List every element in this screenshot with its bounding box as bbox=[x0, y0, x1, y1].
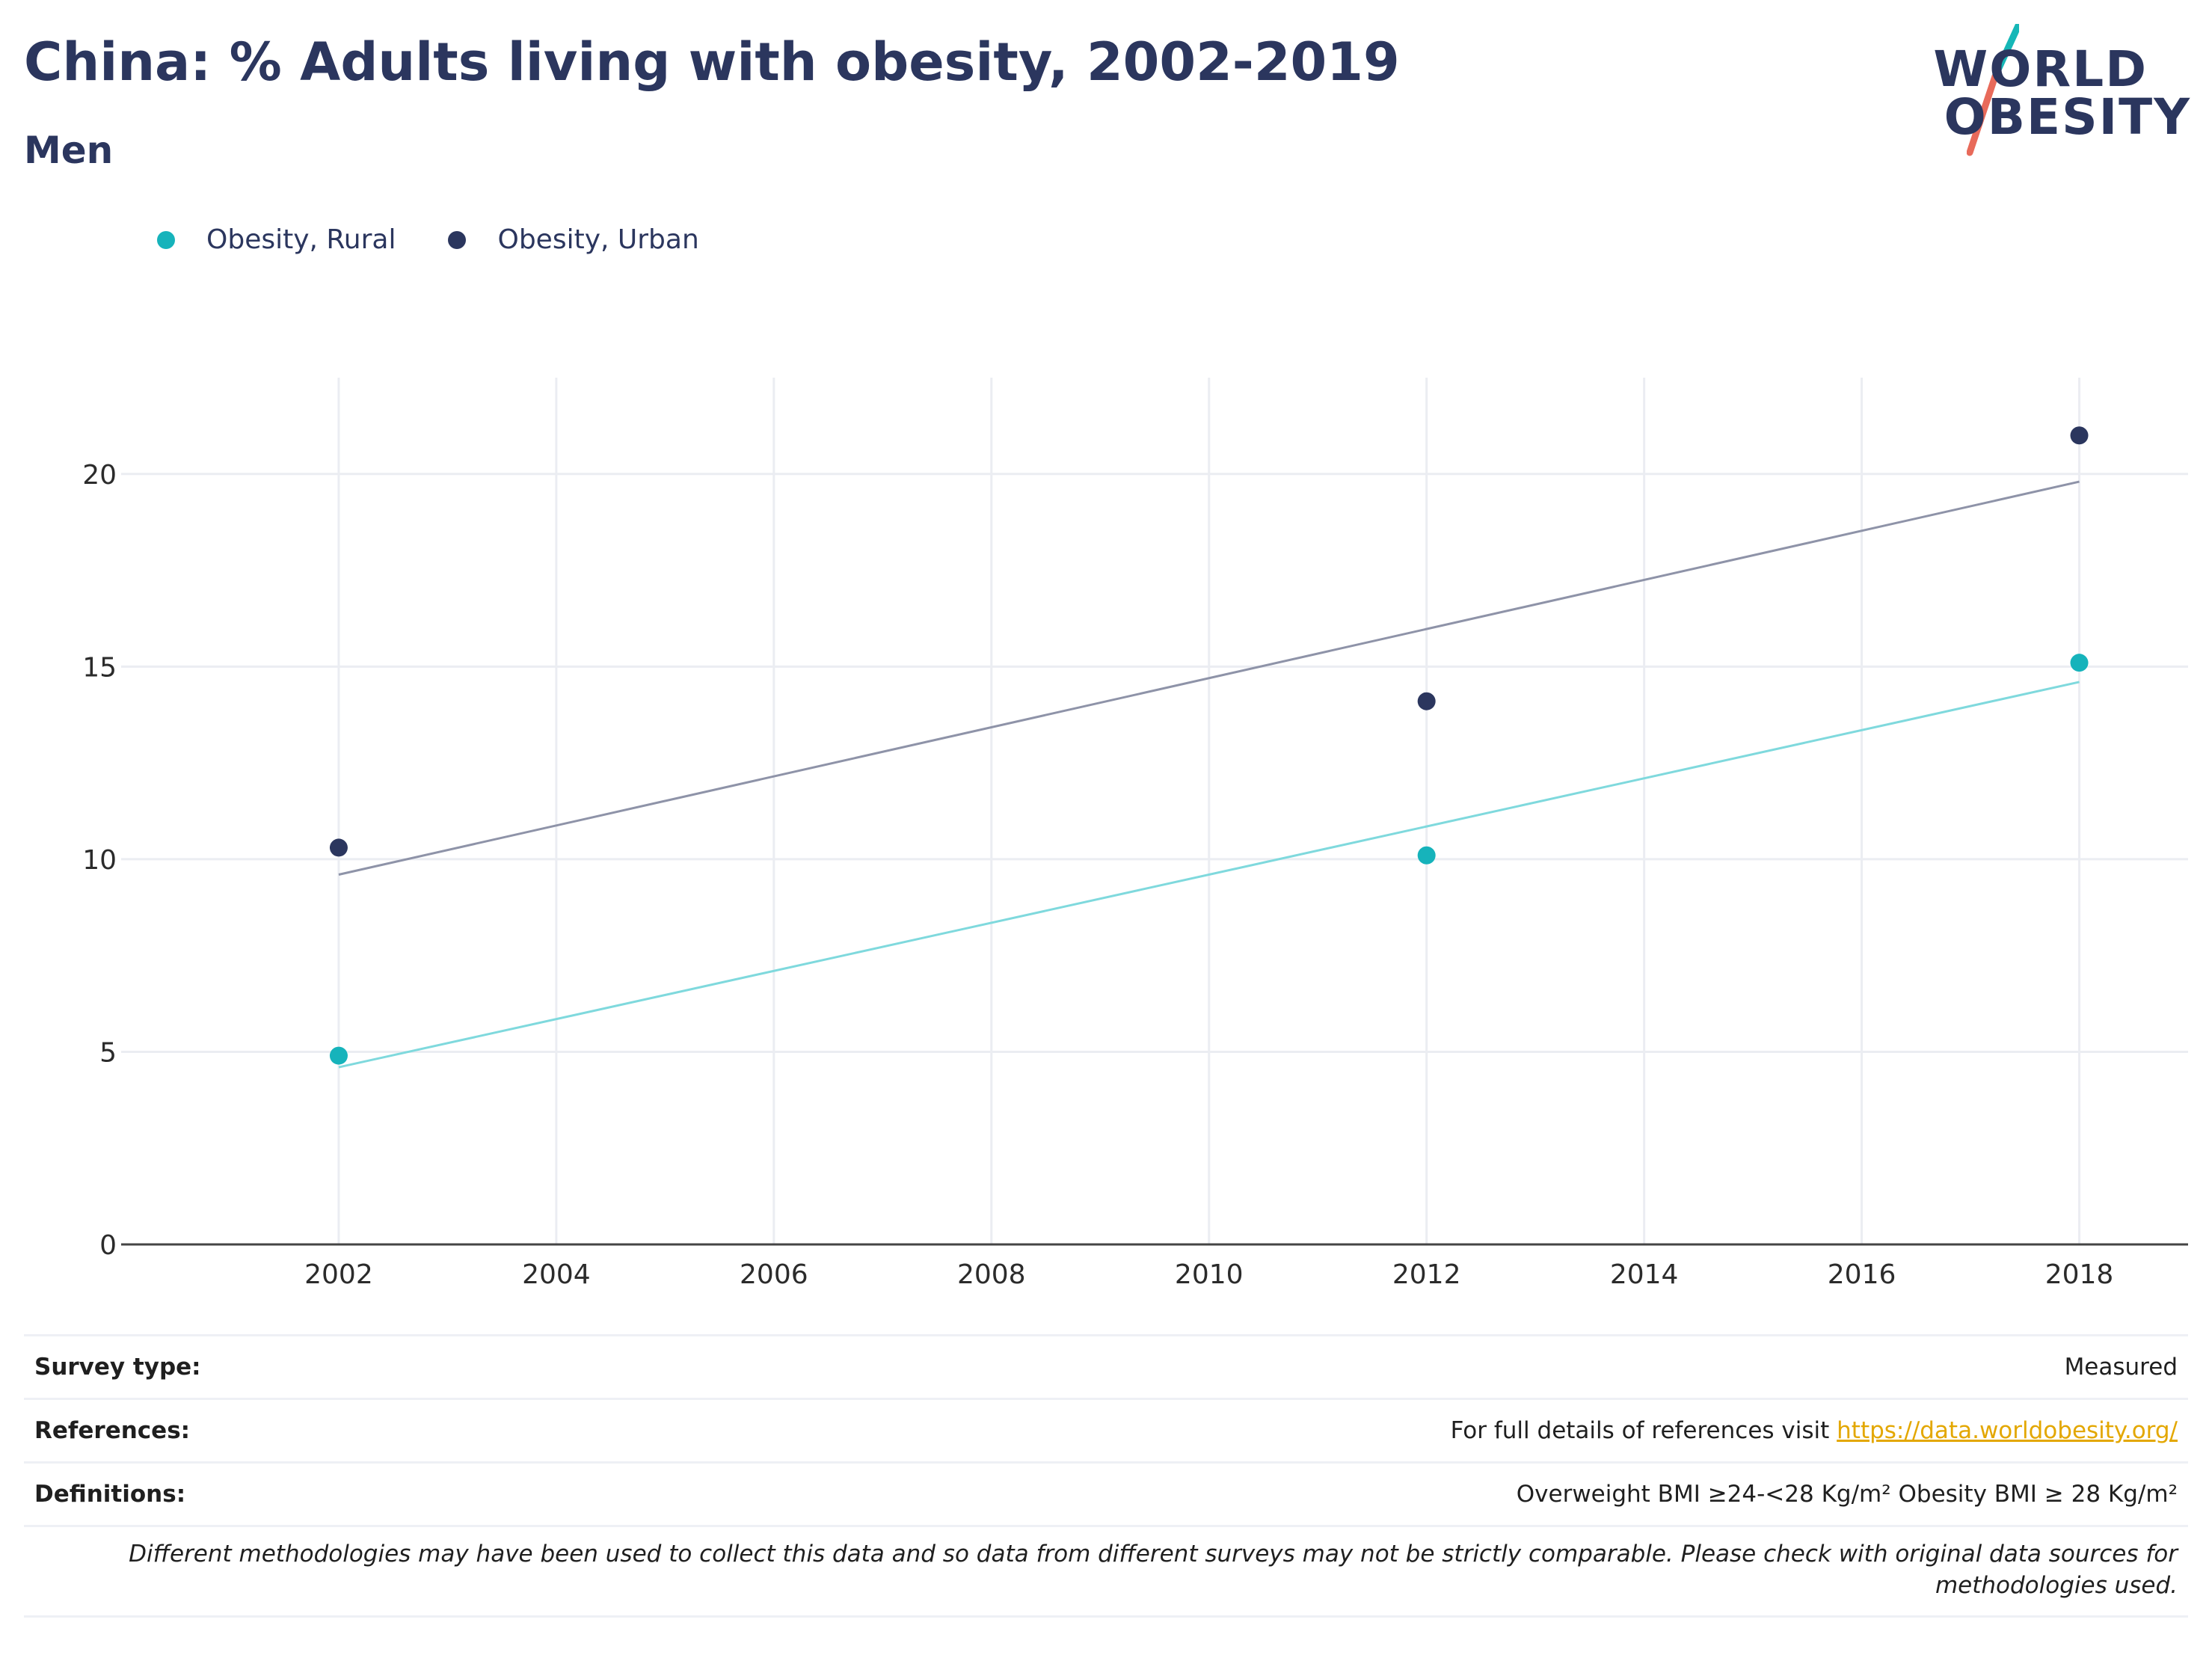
data-point-urban[interactable] bbox=[2070, 426, 2089, 445]
chart-footer: Survey type: Measured References: For fu… bbox=[24, 1334, 2188, 1618]
references-row: References: For full details of referenc… bbox=[24, 1398, 2188, 1461]
logo-slash-icon bbox=[1967, 24, 2019, 156]
chart-legend: Obesity, Rural Obesity, Urban bbox=[157, 224, 752, 255]
trendline-layer bbox=[338, 480, 2080, 1069]
legend-marker-urban bbox=[448, 230, 467, 249]
data-point-rural[interactable] bbox=[1417, 846, 1436, 865]
trendline-rural bbox=[338, 681, 2080, 1069]
survey-type-value: Measured bbox=[2064, 1354, 2178, 1381]
methodology-note: Different methodologies may have been us… bbox=[24, 1525, 2188, 1618]
data-point-rural[interactable] bbox=[329, 1046, 348, 1065]
legend-item-rural[interactable]: Obesity, Rural bbox=[157, 224, 396, 255]
scatter-chart: 2002 2004 2006 2008 2010 2012 2014 2016 2018 0 5 10… bbox=[82, 378, 2188, 1290]
data-point-urban[interactable] bbox=[329, 838, 348, 857]
references-value: For full details of references visit htt… bbox=[1451, 1417, 2178, 1444]
x-tick-label: 2004 bbox=[522, 1259, 591, 1290]
logo-word-world: WORLD bbox=[1933, 40, 2148, 98]
x-tick-label: 2006 bbox=[740, 1259, 808, 1290]
chart-subtitle: Men bbox=[24, 129, 114, 172]
references-label: References: bbox=[34, 1417, 191, 1444]
references-text: For full details of references visit bbox=[1450, 1417, 1837, 1444]
survey-type-row: Survey type: Measured bbox=[24, 1334, 2188, 1398]
x-tick-label: 2010 bbox=[1175, 1259, 1244, 1290]
world-obesity-logo: WORLD OBESITY bbox=[1933, 24, 2191, 159]
definitions-label: Definitions: bbox=[34, 1481, 186, 1508]
grid-layer bbox=[121, 378, 2188, 1244]
legend-marker-rural bbox=[157, 230, 175, 249]
x-tick-label: 2002 bbox=[304, 1259, 373, 1290]
x-tick-label: 2018 bbox=[2045, 1259, 2114, 1290]
y-tick-label: 15 bbox=[82, 652, 117, 683]
y-tick-label: 10 bbox=[82, 845, 117, 876]
data-point-rural[interactable] bbox=[2070, 654, 2089, 672]
x-tick-label: 2016 bbox=[1828, 1259, 1896, 1290]
axis-layer: 2002 2004 2006 2008 2010 2012 2014 2016 2018 0 5 10… bbox=[82, 460, 2188, 1290]
trendline-urban bbox=[338, 480, 2080, 876]
references-link[interactable]: https://data.worldobesity.org/ bbox=[1837, 1417, 2178, 1444]
logo-word-obesity: OBESITY bbox=[1944, 88, 2191, 146]
legend-label-urban: Obesity, Urban bbox=[497, 224, 699, 255]
y-tick-label: 0 bbox=[99, 1230, 117, 1261]
legend-item-urban[interactable]: Obesity, Urban bbox=[448, 224, 699, 255]
definitions-row: Definitions: Overweight BMI ≥24-<28 Kg/m… bbox=[24, 1461, 2188, 1525]
survey-type-label: Survey type: bbox=[34, 1354, 201, 1381]
legend-label-rural: Obesity, Rural bbox=[206, 224, 396, 255]
point-layer bbox=[329, 426, 2089, 1065]
x-tick-label: 2012 bbox=[1392, 1259, 1461, 1290]
definitions-value: Overweight BMI ≥24-<28 Kg/m² Obesity BMI… bbox=[1516, 1481, 2178, 1508]
x-tick-label: 2008 bbox=[957, 1259, 1026, 1290]
chart-title: China: % Adults living with obesity, 200… bbox=[24, 31, 1400, 93]
x-tick-label: 2014 bbox=[1610, 1259, 1679, 1290]
y-tick-label: 20 bbox=[82, 460, 117, 491]
data-point-urban[interactable] bbox=[1417, 692, 1436, 710]
y-tick-label: 5 bbox=[99, 1037, 117, 1068]
